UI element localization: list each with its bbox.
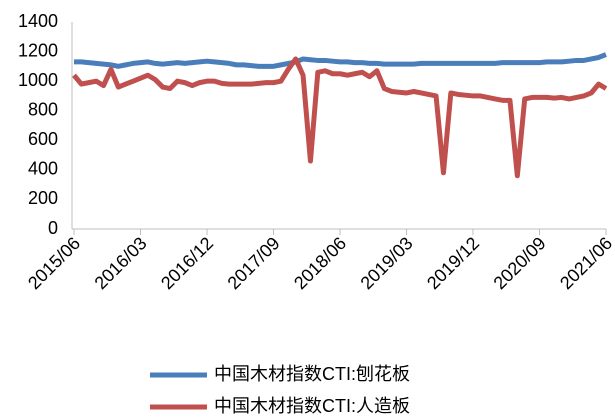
y-tick-label: 1200 [18, 40, 58, 60]
y-tick-label: 1400 [18, 11, 58, 31]
x-tick-label: 2019/12 [423, 233, 483, 293]
x-tick-label: 2016/03 [91, 233, 151, 293]
x-tick-label: 2019/03 [357, 233, 417, 293]
x-tick-label: 2021/06 [556, 233, 615, 293]
x-tick-label: 2018/06 [290, 233, 350, 293]
x-tick-label: 2017/09 [224, 233, 284, 293]
y-tick-label: 600 [28, 129, 58, 149]
y-tick-label: 400 [28, 159, 58, 179]
y-tick-label: 200 [28, 188, 58, 208]
legend-label: 中国木材指数CTI:人造板 [214, 396, 410, 416]
x-tick-label: 2016/12 [157, 233, 217, 293]
series-line [74, 52, 607, 69]
y-tick-label: 800 [28, 99, 58, 119]
legend-label: 中国木材指数CTI:刨花板 [214, 364, 410, 384]
x-tick-label: 2020/09 [490, 233, 550, 293]
series-line [72, 56, 608, 179]
y-tick-label: 0 [48, 218, 58, 238]
x-tick-label: 2015/06 [24, 233, 84, 293]
y-tick-label: 1000 [18, 70, 58, 90]
